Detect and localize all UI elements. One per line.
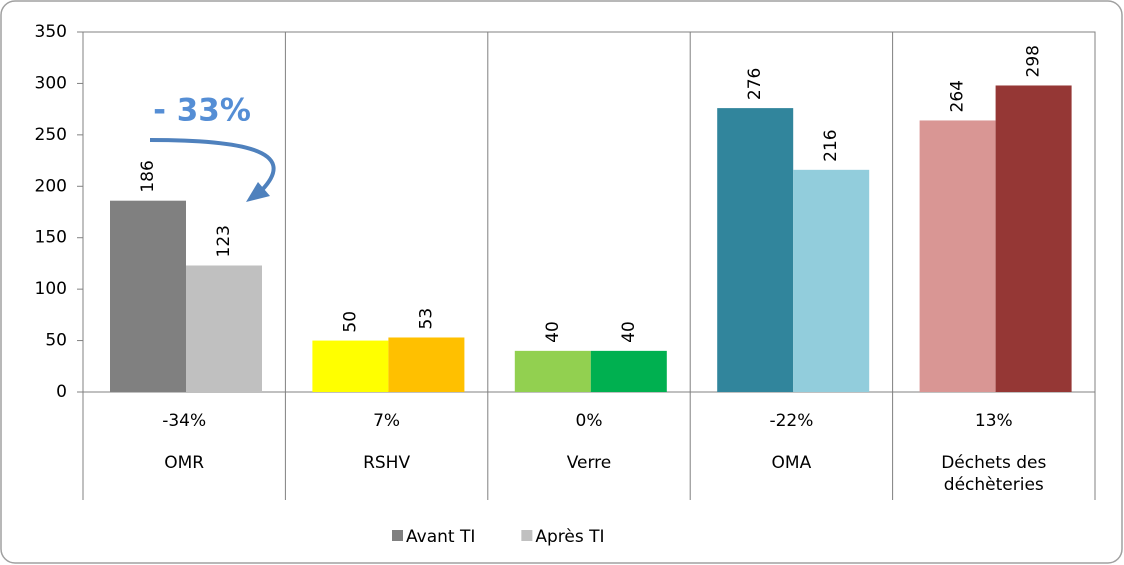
x-tick-label: Déchets des déchèteries (941, 453, 1047, 495)
category-box: OMR (164, 453, 205, 473)
annotation: - 33% (153, 93, 251, 129)
y-tick-label: 250 (35, 125, 67, 145)
value-label: 50 (340, 311, 360, 333)
category-change: 0% (576, 411, 603, 431)
bar (717, 108, 794, 392)
value-label: 264 (948, 80, 968, 112)
bar (388, 337, 465, 392)
value-label: 216 (821, 129, 841, 161)
bar (186, 265, 262, 392)
legend-swatch (392, 530, 403, 541)
x-tick-label: OMR (164, 453, 205, 473)
category-box: OMA (771, 453, 812, 473)
x-tick-label: Verre (566, 453, 612, 473)
annotation-arrow (149, 138, 276, 192)
category-box: RSHV (363, 453, 411, 473)
y-tick-label: 50 (45, 331, 67, 351)
value-label: 123 (214, 225, 234, 257)
bar (312, 340, 389, 392)
arrow-head (246, 182, 270, 202)
bar (919, 120, 996, 392)
x-tick-label: OMA (771, 453, 812, 473)
y-tick-label: 200 (35, 176, 67, 196)
category-change: 7% (373, 411, 400, 431)
bar (995, 85, 1072, 392)
legend-label: Avant TI (406, 527, 475, 547)
bar (793, 169, 870, 392)
value-label: 40 (543, 321, 563, 343)
category-change: -22% (769, 411, 813, 431)
category-change: 13% (975, 411, 1013, 431)
value-label: 186 (138, 160, 158, 192)
x-tick-label: RSHV (363, 453, 411, 473)
category-change: -34% (162, 411, 206, 431)
y-tick-label: 100 (35, 279, 67, 299)
bar (514, 350, 591, 392)
y-tick-label: 150 (35, 228, 67, 248)
y-tick-label: 0 (56, 382, 67, 402)
legend-label: Après TI (535, 527, 604, 547)
value-label: 276 (745, 68, 765, 100)
bar (590, 350, 667, 392)
value-label: 53 (416, 308, 436, 330)
bar (110, 200, 186, 392)
value-label: 40 (619, 321, 639, 343)
legend-swatch (521, 530, 533, 541)
value-label: 298 (1024, 45, 1044, 77)
category-box: Verre (566, 453, 612, 473)
y-tick-label: 300 (35, 73, 67, 93)
category-box: Déchets des déchèteries (941, 453, 1047, 495)
y-tick-label: 350 (35, 22, 67, 42)
